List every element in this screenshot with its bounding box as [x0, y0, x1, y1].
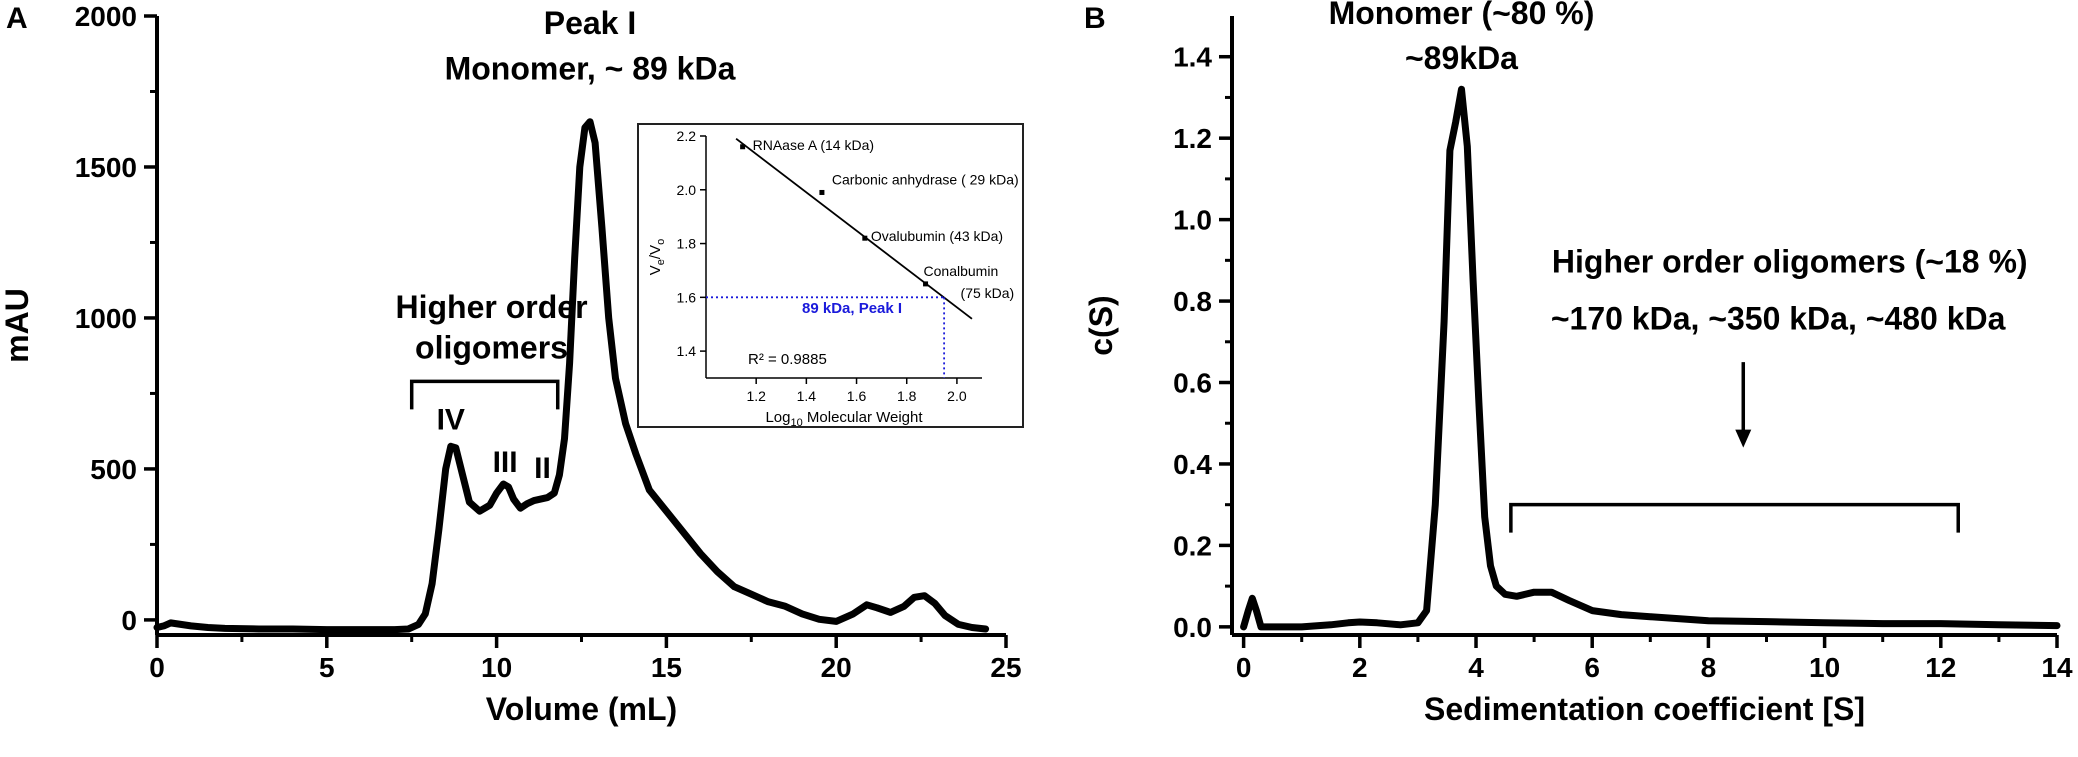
inset-data-point — [819, 189, 825, 195]
y-tick-label: 500 — [90, 454, 137, 485]
y-tick-label: 0.2 — [1173, 530, 1212, 561]
panel-label: B — [1084, 2, 1106, 35]
inset-x-tick-label: 1.2 — [746, 388, 766, 404]
inset-y-tick-label: 2.0 — [677, 182, 697, 198]
y-tick-label: 1000 — [75, 303, 137, 334]
inset-point-label: (75 kDa) — [961, 285, 1015, 301]
inset-x-tick-label: 1.4 — [797, 388, 817, 404]
annotation-text: ~170 kDa, ~350 kDa, ~480 kDa — [1551, 301, 2006, 337]
x-tick-label: 20 — [821, 652, 852, 683]
x-axis-title: Sedimentation coefficient [S] — [1424, 691, 1865, 727]
panel-a-chart: A 0 5 10 15 20 25 0 500 1000 1500 2000 Volume (mL) mA… — [0, 1, 1024, 727]
x-tick-label: 0 — [149, 652, 165, 683]
inset-data-point — [740, 144, 746, 150]
inset-chart: 1.2 1.4 1.6 1.8 2.0 1.4 1.6 1.8 2.0 2.2 Log10 Mole… — [647, 128, 1019, 429]
panel-b-chart: B 0 2 4 6 8 10 12 14 0.0 0.2 0.4 0.6 0.8 1.0 1.2 1.4 Sedi… — [1083, 0, 2073, 727]
inset-fit-line — [735, 137, 973, 320]
annotation-text: II — [534, 452, 551, 485]
annotation-text: Higher order oligomers (~18 %) — [1552, 244, 2028, 280]
inset-x-tick-label: 2.0 — [947, 388, 967, 404]
x-tick-label: 4 — [1468, 652, 1484, 683]
annotation-text: IV — [437, 404, 465, 437]
inset-x-tick-label: 1.8 — [897, 388, 917, 404]
y-tick-label: 2000 — [75, 1, 137, 32]
inset-y-tick-label: 1.4 — [677, 343, 697, 359]
inset-data-point — [862, 235, 868, 241]
y-tick-label: 0.8 — [1173, 286, 1212, 317]
annotation-text: Monomer (~80 %) — [1329, 0, 1595, 31]
inset-y-tick-label: 1.8 — [677, 236, 697, 252]
inset-point-label: Ovalubumin (43 kDa) — [871, 228, 1003, 244]
x-tick-label: 12 — [1925, 652, 1956, 683]
y-tick-label: 0.6 — [1173, 368, 1212, 399]
x-tick-label: 14 — [2041, 652, 2073, 683]
data-series-line — [153, 118, 990, 634]
y-tick-label: 1500 — [75, 152, 137, 183]
y-axis-title: mAU — [0, 288, 35, 363]
y-tick-label: 1.0 — [1173, 205, 1212, 236]
arrow-head — [1735, 429, 1752, 448]
panel-label: A — [6, 2, 28, 35]
inset-frame — [637, 123, 1024, 428]
y-tick-label: 0.4 — [1173, 449, 1212, 480]
annotation-text: oligomers — [415, 330, 568, 366]
x-tick-label: 0 — [1236, 652, 1252, 683]
x-tick-label: 5 — [319, 652, 335, 683]
x-tick-label: 15 — [651, 652, 682, 683]
inset-marker-label: 89 kDa, Peak I — [802, 300, 902, 317]
y-tick-label: 0.0 — [1173, 612, 1212, 643]
inset-point-label: RNAase A (14 kDa) — [753, 137, 874, 153]
x-tick-label: 10 — [481, 652, 512, 683]
x-tick-label: 25 — [990, 652, 1021, 683]
annotation-text: Monomer, ~ 89 kDa — [445, 50, 736, 86]
oligomer-bracket — [409, 379, 560, 410]
x-tick-label: 10 — [1809, 652, 1840, 683]
annotation-text: ~89kDa — [1405, 40, 1518, 76]
annotation-text: III — [493, 446, 518, 479]
inset-r-squared: R² = 0.9885 — [748, 351, 827, 368]
inset-data-point — [923, 281, 929, 287]
y-tick-label: 0 — [121, 605, 137, 636]
y-tick-label: 1.4 — [1173, 42, 1212, 73]
y-tick-label: 1.2 — [1173, 123, 1212, 154]
y-axis-title: c(S) — [1083, 295, 1119, 355]
inset-y-axis-title: Ve/Vo — [647, 239, 667, 275]
data-series-line — [1240, 85, 2061, 631]
inset-x-tick-label: 1.6 — [847, 388, 867, 404]
annotation-text: Higher order — [395, 289, 587, 325]
annotation-text: Peak I — [544, 5, 637, 41]
inset-y-tick-label: 1.6 — [677, 289, 697, 305]
inset-point-label: Carbonic anhydrase ( 29 kDa) — [832, 171, 1019, 187]
inset-point-label: Conalbumin — [924, 263, 999, 279]
oligomer-bracket — [1509, 502, 1960, 533]
x-tick-label: 2 — [1352, 652, 1368, 683]
x-axis-title: Volume (mL) — [486, 691, 677, 727]
inset-y-tick-label: 2.2 — [677, 128, 697, 144]
inset-x-axis-title: Log10 Molecular Weight — [765, 409, 923, 429]
x-tick-label: 6 — [1584, 652, 1600, 683]
x-tick-label: 8 — [1701, 652, 1717, 683]
